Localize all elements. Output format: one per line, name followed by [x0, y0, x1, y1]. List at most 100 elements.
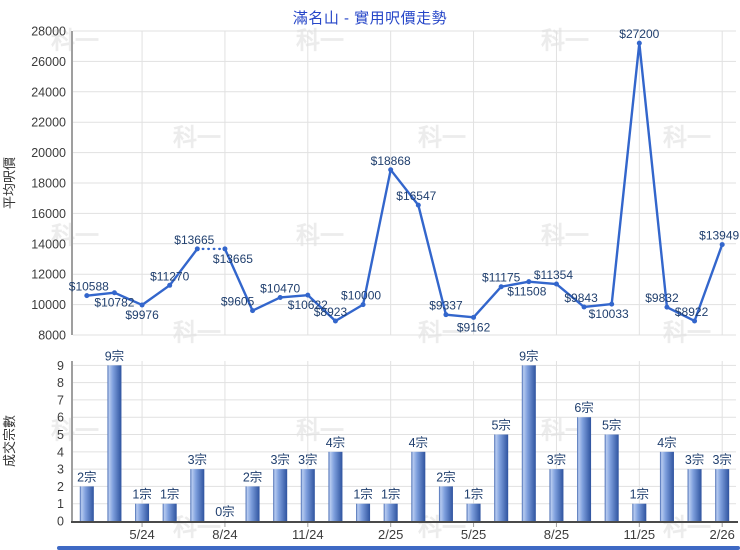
- bar-value-label: 0宗: [215, 504, 234, 519]
- x-axis-tick-label: 2/25: [378, 527, 403, 542]
- transaction-bar: [659, 451, 674, 521]
- data-point-marker: [526, 279, 532, 285]
- transaction-bar: [494, 434, 509, 521]
- data-point-marker: [305, 292, 311, 298]
- line-chart-y-tick-label: 18000: [31, 177, 66, 191]
- transaction-bar: [521, 365, 536, 521]
- transaction-bar: [411, 451, 426, 521]
- price-point-label: $11508: [507, 285, 546, 299]
- transaction-bar: [577, 417, 592, 521]
- data-point-marker: [581, 304, 587, 310]
- transaction-bar: [162, 503, 177, 521]
- bar-value-label: 1宗: [464, 487, 483, 502]
- price-point-label: $9605: [221, 295, 255, 309]
- x-axis-tick-label: 2/26: [710, 527, 735, 542]
- price-point-label: $11354: [534, 268, 573, 282]
- bar-value-label: 9宗: [105, 348, 124, 363]
- line-chart-y-tick-label: 8000: [38, 329, 66, 343]
- bar-chart-y-tick-label: 8: [57, 376, 64, 390]
- price-point-label: $13665: [174, 233, 214, 247]
- price-point-label: $9976: [125, 308, 159, 322]
- x-axis-tick-label: 11/25: [624, 527, 656, 542]
- price-point-label: $13665: [213, 252, 253, 266]
- price-point-label: $9337: [429, 299, 463, 313]
- price-point-label: $27200: [619, 27, 659, 41]
- data-point-marker: [692, 318, 698, 324]
- bar-chart-y-tick-label: 2: [57, 480, 64, 494]
- data-point-marker: [111, 290, 117, 296]
- bar-value-label: 4宗: [657, 435, 676, 450]
- price-point-label: $10033: [589, 307, 629, 321]
- price-point-label: $16547: [396, 189, 436, 203]
- data-point-marker: [471, 314, 477, 320]
- data-point-marker: [84, 293, 90, 299]
- transaction-bar: [135, 503, 150, 521]
- bar-chart-y-tick-label: 9: [57, 359, 64, 373]
- line-chart-y-tick-label: 12000: [31, 268, 66, 282]
- x-axis-tick-label: 8/24: [212, 527, 237, 542]
- bar-value-label: 3宗: [685, 452, 704, 467]
- bar-value-label: 4宗: [326, 435, 345, 450]
- line-chart-y-tick-label: 10000: [31, 298, 66, 312]
- bar-chart-y-axis-title: 成交宗數: [2, 415, 17, 467]
- x-axis-tick-label: 5/24: [129, 527, 154, 542]
- transaction-bar: [438, 486, 453, 521]
- transaction-bar: [632, 503, 647, 521]
- data-point-marker: [332, 318, 338, 324]
- bar-value-label: 1宗: [381, 487, 400, 502]
- data-point-marker: [250, 308, 256, 314]
- bar-chart-y-tick-label: 5: [57, 428, 64, 442]
- data-point-marker: [498, 284, 504, 290]
- bar-value-label: 1宗: [630, 487, 649, 502]
- transaction-bar: [549, 469, 564, 521]
- bar-value-label: 3宗: [712, 452, 731, 467]
- page-title: 滿名山 - 實用呎價走勢: [292, 10, 448, 27]
- transaction-bar: [604, 434, 619, 521]
- price-point-label: $9162: [457, 320, 491, 334]
- line-chart-y-axis-title: 平均呎價: [2, 157, 17, 209]
- transaction-bar: [383, 503, 398, 521]
- bar-value-label: 3宗: [270, 452, 289, 467]
- data-point-marker: [167, 282, 173, 288]
- data-point-marker: [443, 312, 449, 318]
- data-point-marker: [194, 246, 200, 252]
- transaction-bar: [190, 469, 205, 521]
- data-point-marker: [664, 304, 670, 310]
- bottom-cropped-strip: [57, 546, 740, 550]
- transaction-bar: [300, 469, 315, 521]
- x-axis-tick-label: 8/25: [544, 527, 569, 542]
- bar-value-label: 5宗: [491, 418, 510, 433]
- price-point-label: $8923: [314, 305, 348, 319]
- data-point-marker: [609, 301, 615, 307]
- data-point-marker: [415, 202, 421, 208]
- transaction-bar: [107, 365, 122, 521]
- bar-chart-y-tick-label: 6: [57, 411, 64, 425]
- transaction-bar: [79, 486, 94, 521]
- transaction-bar: [715, 469, 730, 521]
- bar-value-label: 1宗: [132, 487, 151, 502]
- line-chart-y-tick-label: 16000: [31, 207, 66, 221]
- price-point-label: $9843: [564, 291, 598, 305]
- bar-value-label: 1宗: [160, 487, 179, 502]
- data-point-marker: [719, 242, 725, 248]
- price-point-label: $11270: [150, 269, 189, 283]
- data-point-marker: [360, 302, 366, 308]
- transaction-bar: [328, 451, 343, 521]
- bar-value-label: 3宗: [298, 452, 317, 467]
- price-point-label: $11175: [482, 271, 521, 285]
- bar-value-label: 2宗: [436, 469, 455, 484]
- line-chart-y-tick-label: 20000: [31, 146, 66, 160]
- transaction-bar: [245, 486, 260, 521]
- bar-value-label: 5宗: [602, 418, 621, 433]
- price-point-label: $10588: [69, 280, 109, 294]
- transaction-bar: [687, 469, 702, 521]
- price-point-label: $13949: [699, 229, 739, 243]
- bar-value-label: 6宗: [574, 400, 593, 415]
- transaction-bar: [356, 503, 371, 521]
- bar-chart-y-tick-label: 4: [57, 445, 64, 459]
- bar-value-label: 9宗: [519, 348, 538, 363]
- data-point-marker: [222, 246, 228, 252]
- bar-value-label: 4宗: [409, 435, 428, 450]
- line-chart-y-tick-label: 14000: [31, 237, 66, 251]
